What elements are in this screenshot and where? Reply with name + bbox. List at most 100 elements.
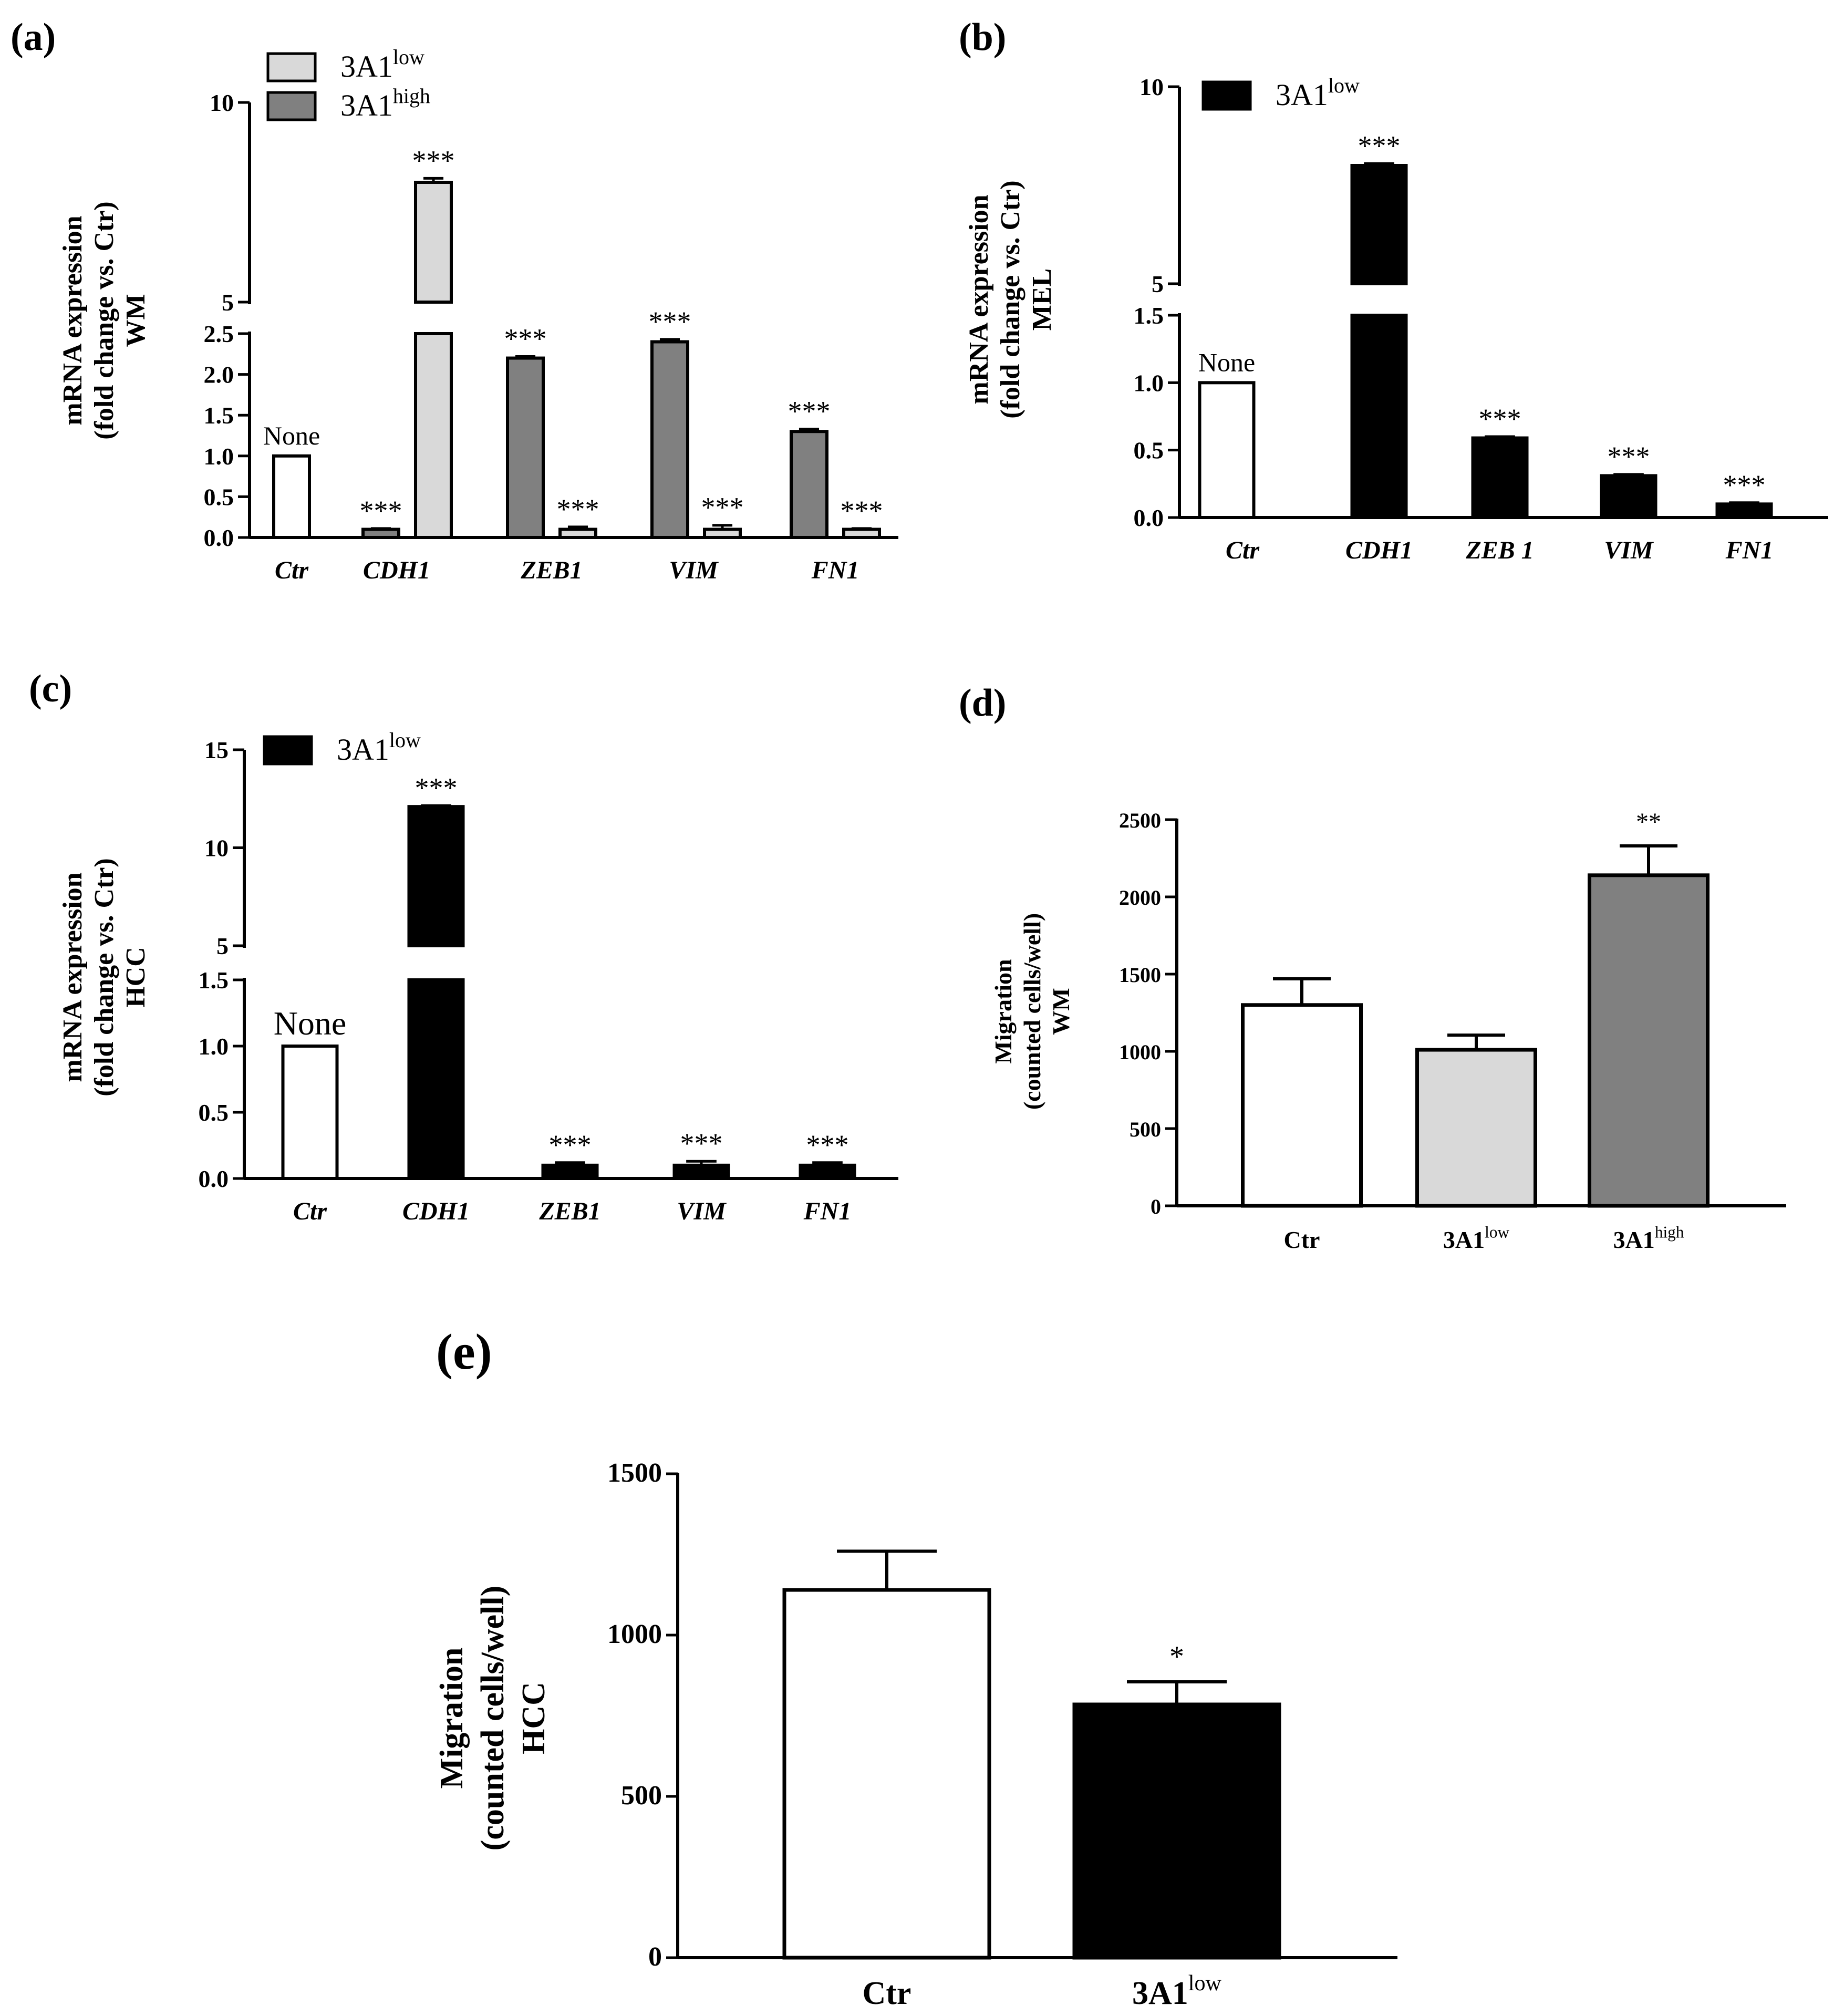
bar (541, 1163, 599, 1181)
axis-break-gap (403, 948, 469, 978)
bar (703, 528, 742, 539)
panel-label: (e) (436, 1324, 492, 1380)
bar (281, 1045, 339, 1180)
axis-break-gap (410, 304, 457, 332)
legend-swatch (266, 52, 317, 82)
y-axis-title-line: WM (121, 294, 151, 347)
panel-e: (e) 0 500 1000 1500 Migration (counted cells/w… (434, 1324, 1397, 1972)
significance-label: *** (1723, 469, 1766, 501)
y-tick-label: 1000 (607, 1619, 662, 1649)
bar-lower-segment (1350, 314, 1408, 519)
panel-label: (b) (959, 16, 1006, 59)
y-tick-label: 0.5 (1134, 437, 1164, 464)
category-label: CDH1 (402, 1197, 470, 1225)
legend-label: 3A1low (340, 45, 424, 84)
category-label: VIM (1604, 536, 1654, 564)
bar (1415, 1048, 1537, 1208)
category-label: FN1 (811, 556, 859, 584)
y-tick-label: 2.0 (204, 361, 234, 388)
y-tick-label: 2.5 (204, 321, 234, 347)
bar (790, 430, 828, 539)
panel-d: (d) 0 500 1000 1500 2000 2500 Migration (counted… (959, 681, 1786, 1218)
bar (1600, 474, 1657, 520)
legend-label: 3A1low (337, 728, 421, 767)
significance-label: *** (649, 306, 691, 337)
panel-a: (a) 0.0 0.5 1.0 1.5 2.0 2.5 5 10 mRNA expression(… (11, 16, 898, 584)
y-axis-title-line: WM (1048, 988, 1074, 1035)
significance-label: *** (680, 1128, 723, 1159)
category-label: Ctr (1284, 1226, 1320, 1253)
y-tick-label: 0.0 (1134, 504, 1164, 531)
bar-annotation-none: None (1198, 347, 1255, 377)
y-tick-label: 0 (648, 1942, 662, 1972)
bar (1198, 381, 1256, 519)
y-tick-label: 1500 (1119, 963, 1161, 987)
bar (799, 1163, 856, 1181)
y-tick-label: 1000 (1119, 1040, 1161, 1064)
y-tick-label: 15 (204, 737, 229, 763)
y-axis-title-line: (fold change vs. Ctr) (996, 180, 1025, 419)
bar-lower-segment (414, 332, 453, 539)
bar (1588, 873, 1710, 1208)
y-tick-label: 1.5 (204, 402, 234, 429)
bar-upper-segment (1350, 164, 1408, 285)
category-label: ZEB1 (538, 1197, 600, 1225)
category-label: VIM (669, 556, 719, 584)
y-axis-title-line: Migration (990, 959, 1017, 1063)
bar (361, 528, 400, 539)
bar-upper-segment (407, 805, 465, 948)
y-axis-title-line: mRNA expression (58, 872, 88, 1082)
y-tick-label: 0.5 (199, 1099, 229, 1126)
significance-label: *** (549, 1129, 592, 1161)
y-tick-label: 5 (222, 289, 234, 316)
category-label: CDH1 (1345, 536, 1413, 564)
y-tick-label: 5 (216, 933, 229, 959)
significance-label: *** (701, 492, 744, 523)
legend-swatch (263, 735, 313, 766)
category-label: Ctr (863, 1976, 911, 2011)
bar (558, 528, 597, 539)
y-tick-label: 10 (204, 835, 229, 862)
panel-label: (d) (959, 681, 1006, 725)
legend-swatch (266, 91, 317, 121)
bar (842, 528, 881, 539)
significance-label: *** (788, 396, 831, 427)
bar (672, 1163, 730, 1181)
significance-label: *** (841, 495, 883, 526)
significance-label: *** (557, 493, 599, 525)
category-label: Ctr (293, 1197, 327, 1225)
category-label: CDH1 (363, 556, 430, 584)
bar (782, 1588, 991, 1960)
category-label: 3A1high (1613, 1223, 1684, 1253)
y-tick-label: 10 (210, 89, 234, 116)
category-label: VIM (677, 1197, 727, 1225)
bar (506, 356, 545, 539)
y-tick-label: 500 (621, 1781, 662, 1811)
y-tick-label: 0.5 (204, 483, 234, 510)
significance-label: *** (1479, 403, 1521, 435)
y-axis-title-line: (counted cells/well) (1019, 913, 1045, 1110)
category-label: 3A1low (1443, 1223, 1510, 1253)
y-tick-label: 1.5 (1134, 302, 1164, 329)
bar-annotation-none: None (263, 421, 320, 450)
y-tick-label: 500 (1130, 1118, 1161, 1141)
significance-label: ** (1636, 808, 1661, 836)
y-tick-label: 1.5 (199, 967, 229, 994)
panel-label: (c) (29, 667, 72, 710)
category-label: Ctr (1226, 536, 1260, 564)
y-axis-title-line: (fold change vs. Ctr) (89, 201, 119, 440)
significance-label: *** (1608, 441, 1650, 472)
y-tick-label: 1.0 (204, 443, 234, 470)
y-tick-label: 1.0 (199, 1033, 229, 1060)
y-axis-title-line: HCC (121, 947, 151, 1008)
bar (1072, 1702, 1281, 1960)
y-axis-title-line: (fold change vs. Ctr) (89, 858, 119, 1097)
bar-annotation-none: None (274, 1005, 347, 1042)
legend-label: 3A1low (1276, 74, 1360, 112)
y-tick-label: 5 (1152, 271, 1164, 297)
panel-c: (c) 0.0 0.5 1.0 1.5 5 10 15 mRNA expression (fold… (29, 667, 898, 1225)
y-axis-title-line: mRNA expression (964, 194, 994, 404)
category-label: 3A1low (1132, 1971, 1222, 2011)
category-label: ZEB 1 (1465, 536, 1534, 564)
